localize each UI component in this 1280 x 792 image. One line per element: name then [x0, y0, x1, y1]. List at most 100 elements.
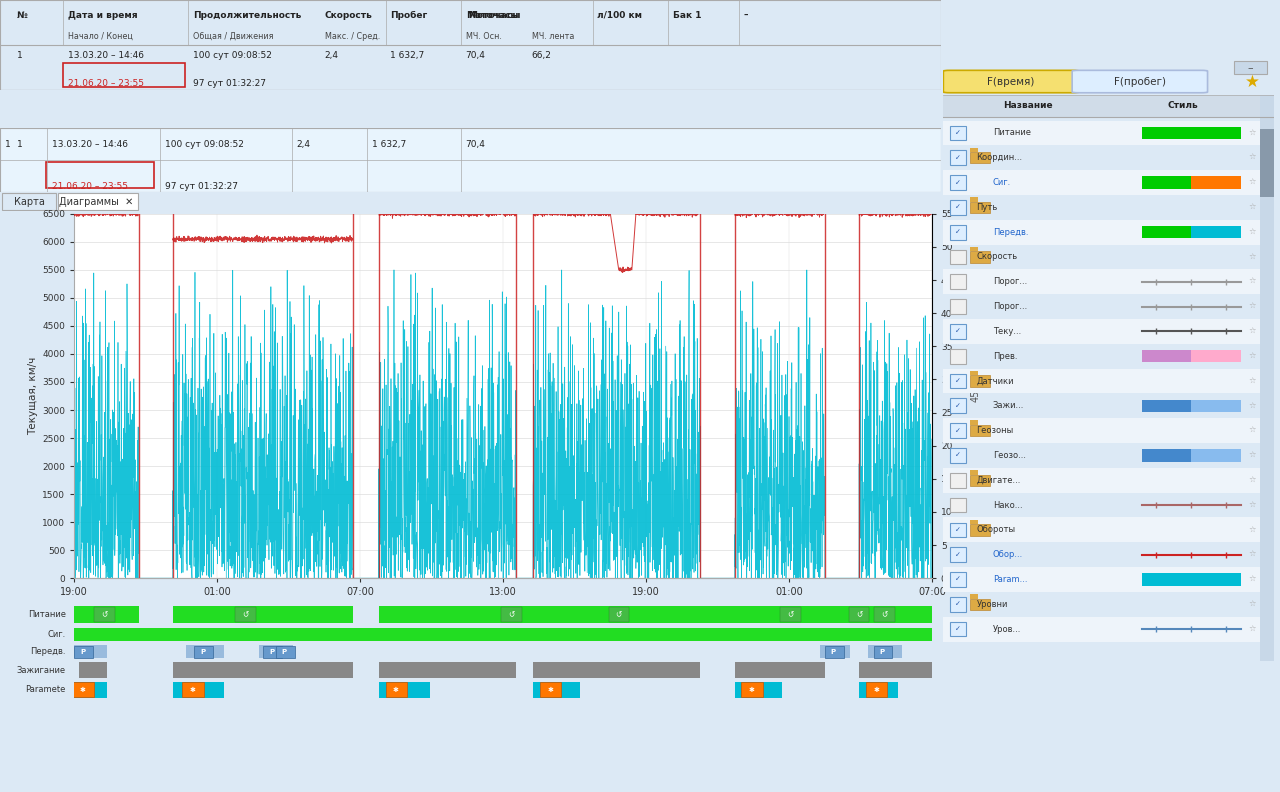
Bar: [186, 645, 224, 658]
Text: ↺: ↺: [508, 610, 515, 619]
Text: 1: 1: [17, 139, 23, 149]
Text: ↺: ↺: [101, 610, 108, 619]
Bar: [275, 645, 294, 658]
Text: л/100 км: л/100 км: [598, 11, 643, 20]
Bar: [1190, 350, 1240, 363]
Text: ↺: ↺: [616, 610, 622, 619]
Bar: [849, 607, 869, 623]
Bar: [1142, 350, 1190, 363]
Text: P: P: [831, 649, 836, 655]
Text: ☆: ☆: [1248, 302, 1256, 311]
Text: Двигате...: Двигате...: [977, 476, 1020, 485]
Text: ★: ★: [1244, 73, 1260, 91]
Text: ☆: ☆: [1248, 327, 1256, 336]
Text: 97 сут 01:32:27: 97 сут 01:32:27: [165, 182, 238, 191]
Text: Теку...: Теку...: [993, 327, 1021, 336]
Text: Уровни: Уровни: [977, 600, 1007, 609]
Text: Начало / Конец: Начало / Конец: [68, 32, 133, 40]
Text: ☆: ☆: [1248, 203, 1256, 211]
Text: P: P: [81, 649, 86, 655]
Text: Уров...: Уров...: [993, 625, 1021, 634]
Bar: [63, 63, 186, 86]
Text: Порог...: Порог...: [993, 277, 1027, 286]
Bar: [74, 606, 138, 623]
Bar: [1190, 226, 1240, 238]
Bar: [950, 225, 966, 239]
Bar: [970, 147, 978, 152]
FancyBboxPatch shape: [1073, 70, 1207, 93]
Bar: [943, 269, 1261, 294]
Text: Скорость: Скорость: [325, 11, 372, 20]
Bar: [195, 645, 214, 658]
Text: Сиг.: Сиг.: [47, 630, 65, 639]
Text: ✱: ✱: [189, 687, 196, 693]
Bar: [865, 682, 887, 698]
Text: 13.03.20 – 14:46: 13.03.20 – 14:46: [68, 51, 143, 59]
Bar: [970, 524, 989, 535]
Bar: [950, 324, 966, 339]
Text: P: P: [282, 649, 287, 655]
Text: ☆: ☆: [1248, 227, 1256, 237]
Bar: [741, 682, 763, 698]
Bar: [943, 319, 1261, 344]
Bar: [950, 597, 966, 611]
Text: 21.06.20 – 23:55: 21.06.20 – 23:55: [51, 182, 128, 191]
Bar: [943, 418, 1261, 443]
Bar: [950, 299, 966, 314]
Bar: [970, 152, 989, 163]
Text: Бак 1: Бак 1: [673, 11, 701, 20]
Bar: [173, 682, 224, 698]
Text: P: P: [879, 649, 884, 655]
Bar: [950, 200, 966, 215]
Bar: [950, 622, 966, 637]
Text: №: №: [17, 11, 28, 20]
Bar: [970, 599, 989, 610]
Bar: [1190, 177, 1240, 188]
Bar: [608, 607, 628, 623]
Bar: [943, 617, 1261, 642]
Bar: [950, 126, 966, 140]
Text: P: P: [200, 649, 206, 655]
Bar: [950, 175, 966, 190]
Text: Продолжительность: Продолжительность: [193, 11, 301, 20]
Text: Моточасы: Моточасы: [466, 11, 518, 20]
Bar: [859, 682, 897, 698]
Bar: [379, 682, 430, 698]
Text: ✓: ✓: [955, 527, 961, 533]
Bar: [1142, 127, 1240, 139]
Bar: [735, 682, 782, 698]
Text: Датчики: Датчики: [977, 376, 1014, 386]
Bar: [950, 150, 966, 165]
Text: ✓: ✓: [955, 552, 961, 558]
Text: ☆: ☆: [1248, 153, 1256, 162]
Bar: [502, 607, 522, 623]
Bar: [970, 202, 989, 213]
Bar: [74, 682, 106, 698]
Text: ☆: ☆: [1248, 277, 1256, 286]
Bar: [970, 474, 989, 486]
Text: ✓: ✓: [955, 601, 961, 607]
Text: Порог...: Порог...: [993, 302, 1027, 311]
Text: ☆: ☆: [1248, 476, 1256, 485]
Bar: [950, 448, 966, 463]
Text: Обор...: Обор...: [993, 550, 1023, 559]
Bar: [970, 520, 978, 524]
Bar: [379, 662, 516, 678]
Text: ↺: ↺: [243, 610, 248, 619]
Text: 45: 45: [970, 390, 980, 402]
Bar: [950, 523, 966, 537]
Bar: [73, 682, 93, 698]
Bar: [46, 162, 155, 188]
Text: ✓: ✓: [955, 577, 961, 582]
Bar: [943, 95, 1274, 116]
Text: Диаграммы  ✕: Диаграммы ✕: [59, 196, 133, 207]
Text: F(время): F(время): [987, 77, 1034, 87]
Text: ☆: ☆: [1248, 402, 1256, 410]
Text: 100 сут 09:08:52: 100 сут 09:08:52: [165, 139, 243, 149]
Text: ☆: ☆: [1248, 525, 1256, 535]
Bar: [970, 594, 978, 599]
Text: Макс. / Сред.: Макс. / Сред.: [325, 32, 380, 40]
Bar: [1142, 573, 1240, 586]
Text: 1 632,7: 1 632,7: [390, 51, 425, 59]
Text: Обороты: Обороты: [977, 525, 1015, 535]
